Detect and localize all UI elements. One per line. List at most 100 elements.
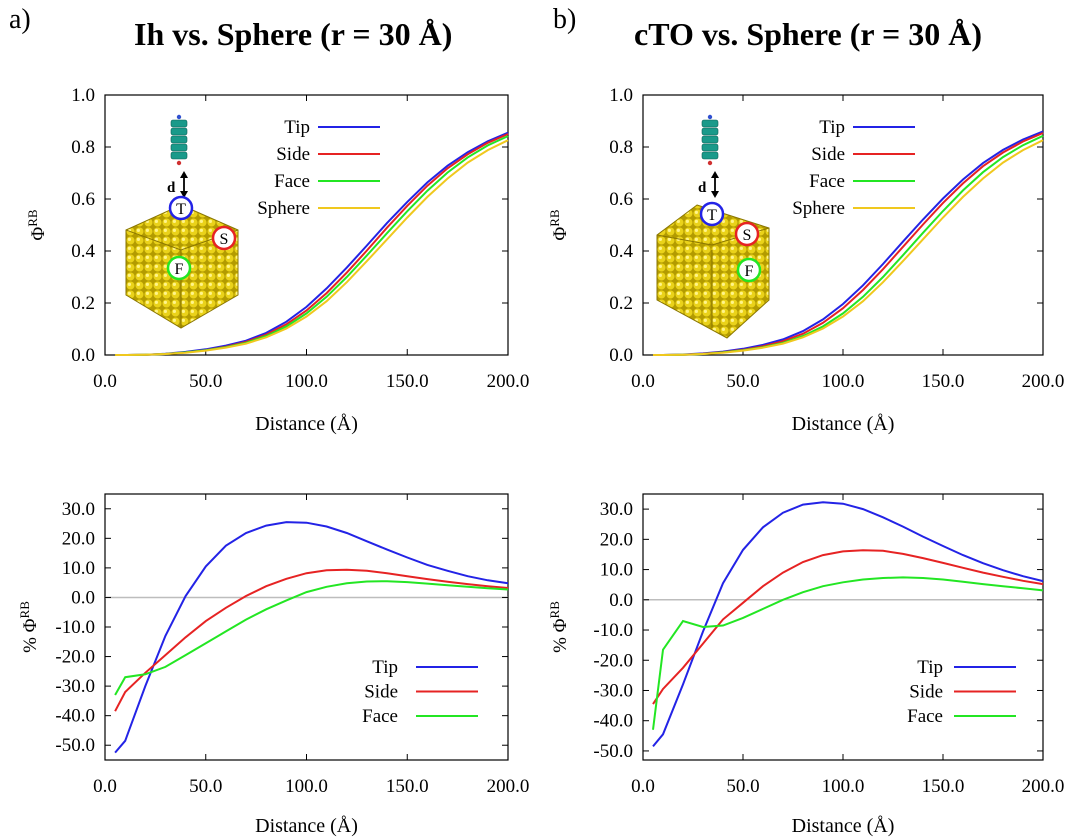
y-tick-label: -50.0 — [55, 735, 95, 756]
molecule-atom — [176, 160, 182, 166]
y-tick-label: 0.8 — [609, 137, 633, 158]
panel-a-title: Ih vs. Sphere (r = 30 Å) — [134, 16, 453, 52]
molecule-ring — [701, 143, 719, 152]
x-tick-label: 0.0 — [631, 371, 655, 392]
molecule-atom — [176, 114, 182, 120]
face-site-marker-circle — [736, 257, 762, 283]
y-tick-label: 0.4 — [609, 241, 633, 262]
molecule-ring — [170, 151, 188, 160]
side-site-marker-circle — [734, 221, 760, 247]
series-line-side — [652, 549, 1044, 705]
panel-b-letter: b) — [553, 4, 577, 35]
legend-label-face: Face — [274, 171, 310, 192]
series-line-tip — [652, 501, 1044, 748]
y-tick-label: 0.0 — [609, 345, 633, 366]
x-tick-label: 50.0 — [726, 776, 759, 797]
y-tick-label: -30.0 — [593, 680, 633, 701]
y-tick-label: 10.0 — [62, 558, 95, 579]
y-tick-label: 0.0 — [71, 345, 95, 366]
legend-label-sphere: Sphere — [257, 198, 310, 219]
x-tick-label: 150.0 — [386, 776, 429, 797]
x-tick-label: 50.0 — [189, 776, 222, 797]
legend-label-side: Side — [364, 682, 398, 703]
x-tick-label: 200.0 — [487, 776, 530, 797]
tip-site-marker-circle — [168, 195, 194, 221]
y-axis-label: ΦRB — [547, 209, 572, 241]
x-tick-label: 50.0 — [189, 371, 222, 392]
x-tick-label: 100.0 — [285, 371, 328, 392]
y-tick-label: -50.0 — [593, 741, 633, 762]
panel-b-title: cTO vs. Sphere (r = 30 Å) — [634, 16, 983, 52]
y-tick-label: 20.0 — [600, 529, 633, 550]
y-tick-label: -40.0 — [593, 711, 633, 732]
distance-label: d — [167, 180, 176, 196]
nanoparticle-inset: dT S F — [125, 114, 239, 329]
x-axis-label: Distance (Å) — [792, 413, 895, 435]
distance-label: d — [698, 180, 707, 196]
y-tick-label: 0.2 — [71, 293, 95, 314]
y-tick-label: 0.6 — [71, 189, 95, 210]
y-tick-label: 30.0 — [600, 499, 633, 520]
y-axis-label: % ΦRB — [547, 601, 572, 653]
x-tick-label: 200.0 — [1022, 371, 1065, 392]
face-site-marker-circle — [166, 255, 192, 281]
legend-label-tip: Tip — [284, 117, 310, 138]
y-tick-label: 0.4 — [71, 241, 95, 262]
y-tick-label: 0.0 — [609, 590, 633, 611]
y-tick-label: -30.0 — [55, 676, 95, 697]
x-tick-label: 0.0 — [631, 776, 655, 797]
molecule-atom — [707, 160, 713, 166]
y-tick-label: -40.0 — [55, 706, 95, 727]
series-line-tip — [114, 521, 509, 754]
molecule-ring — [701, 119, 719, 128]
x-tick-label: 100.0 — [285, 776, 328, 797]
x-tick-label: 100.0 — [822, 776, 865, 797]
side-site-marker: S — [211, 225, 237, 251]
x-tick-label: 150.0 — [386, 371, 429, 392]
series-line-sphere — [115, 139, 509, 356]
x-axis-label: Distance (Å) — [255, 815, 358, 837]
side-site-marker: S — [734, 221, 760, 247]
legend-label-tip: Tip — [917, 657, 943, 678]
y-tick-label: 10.0 — [600, 560, 633, 581]
face-site-marker-label: F — [175, 261, 184, 278]
distance-arrowhead — [180, 191, 188, 198]
legend-label-sphere: Sphere — [792, 198, 845, 219]
legend-label-side: Side — [276, 144, 310, 165]
x-tick-label: 50.0 — [726, 371, 759, 392]
side-site-marker-label: S — [220, 231, 229, 248]
molecule-atom — [707, 114, 713, 120]
x-tick-label: 200.0 — [1022, 776, 1065, 797]
y-tick-label: 0.8 — [71, 137, 95, 158]
series-line-face — [114, 580, 509, 696]
x-tick-label: 150.0 — [922, 371, 965, 392]
x-tick-label: 0.0 — [93, 371, 117, 392]
legend-label-side: Side — [909, 682, 943, 703]
molecule-ring — [701, 135, 719, 144]
molecule-ring — [701, 151, 719, 160]
y-tick-label: 1.0 — [609, 85, 633, 106]
series-line-side — [114, 568, 509, 712]
legend-label-tip: Tip — [819, 117, 845, 138]
tip-site-marker-label: T — [707, 207, 717, 224]
molecule-ring — [170, 135, 188, 144]
face-site-marker: F — [736, 257, 762, 283]
plot-frame — [104, 493, 509, 761]
legend-label-face: Face — [907, 706, 943, 727]
molecule-ring — [170, 119, 188, 128]
series-line-face — [652, 576, 1044, 730]
panel-a-letter: a) — [9, 4, 31, 35]
molecule-ring — [170, 143, 188, 152]
y-tick-label: 20.0 — [62, 528, 95, 549]
legend-label-face: Face — [362, 706, 398, 727]
legend-label-side: Side — [811, 144, 845, 165]
tip-site-marker: T — [699, 201, 725, 227]
y-tick-label: -10.0 — [593, 620, 633, 641]
y-tick-label: 30.0 — [62, 499, 95, 520]
x-tick-label: 200.0 — [487, 371, 530, 392]
distance-arrowhead — [711, 171, 719, 178]
chart-b-top: 0.0 50.0 100.0 150.0 200.0 0.0 0.2 0.4 0.6 0.8 1.0… — [547, 85, 1065, 435]
nanoparticle-inset: dT S F — [656, 114, 770, 339]
molecule-ring — [701, 127, 719, 136]
